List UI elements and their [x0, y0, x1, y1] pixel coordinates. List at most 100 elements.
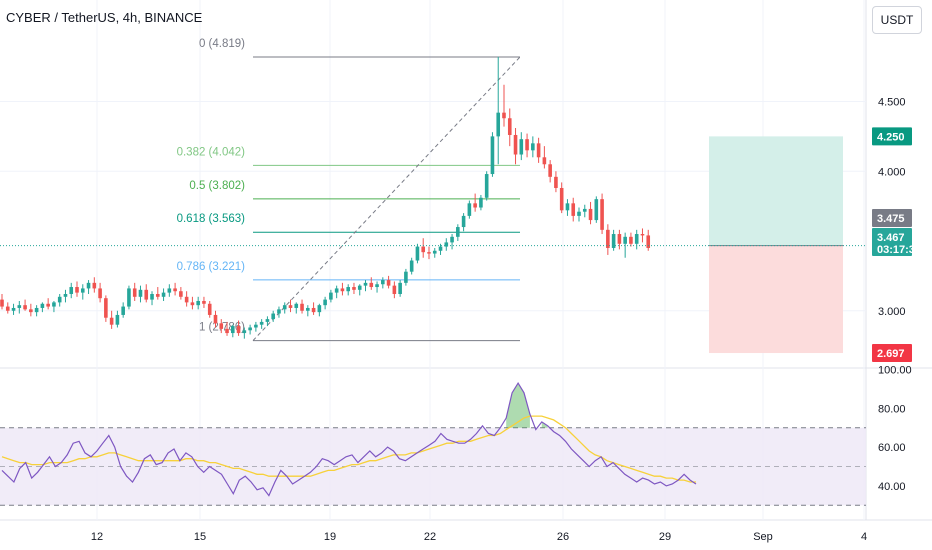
- price-badge: [872, 344, 912, 363]
- candle: [617, 229, 622, 250]
- candle: [531, 136, 535, 158]
- candle: [438, 243, 443, 255]
- fib-trend-line: [252, 56, 521, 341]
- candle: [265, 316, 270, 327]
- candle-body: [519, 139, 524, 155]
- candle-body: [357, 285, 362, 290]
- candle-body: [634, 234, 639, 244]
- candle: [86, 280, 91, 295]
- x-tick-label: 26: [557, 531, 569, 543]
- candle-body: [34, 307, 39, 313]
- candle: [254, 321, 258, 332]
- candle: [236, 320, 241, 336]
- candle: [17, 300, 22, 314]
- candle-body: [536, 143, 541, 158]
- candle: [415, 243, 420, 264]
- candle: [519, 132, 524, 161]
- candle: [150, 291, 154, 306]
- price-badge: [872, 209, 912, 227]
- candle: [92, 277, 97, 293]
- candle-body: [484, 174, 489, 198]
- candle-body: [473, 203, 477, 208]
- candle: [357, 284, 362, 296]
- candle: [554, 171, 558, 193]
- candle: [109, 310, 114, 329]
- candle: [57, 294, 62, 307]
- candle-body: [559, 187, 564, 211]
- candle: [167, 284, 172, 297]
- candle-body: [375, 284, 379, 288]
- candle-body: [496, 112, 501, 137]
- fib-level-label: 0.382 (4.042): [177, 146, 246, 158]
- currency-button[interactable]: USDT: [872, 6, 922, 34]
- candle: [225, 321, 229, 336]
- fib-level-label: 0.618 (3.563): [177, 213, 246, 225]
- price-badge-label: 3.475: [877, 213, 905, 225]
- candle-body: [306, 307, 310, 311]
- candle: [392, 281, 397, 299]
- candle: [444, 238, 449, 251]
- candle: [75, 281, 79, 297]
- candle-body: [594, 199, 599, 221]
- candle: [496, 56, 501, 165]
- candle: [450, 234, 454, 250]
- candle-body: [542, 157, 547, 165]
- fib-level-label: 0.786 (3.221): [177, 261, 246, 273]
- candle-body: [438, 246, 443, 251]
- candle-body: [52, 302, 56, 307]
- symbol-title[interactable]: CYBER / TetherUS, 4h, BINANCE: [6, 10, 203, 25]
- candle-body: [236, 326, 241, 334]
- candle: [582, 204, 587, 218]
- candle: [432, 247, 437, 258]
- candle: [646, 229, 651, 251]
- candle: [80, 284, 85, 300]
- candle: [577, 207, 581, 222]
- candle-body: [242, 330, 247, 334]
- candle: [132, 282, 137, 301]
- candle: [202, 296, 206, 308]
- candle: [513, 128, 518, 165]
- candle: [34, 305, 39, 317]
- candle: [340, 282, 345, 296]
- candle-body: [565, 203, 570, 211]
- candle: [623, 232, 627, 258]
- candle: [46, 298, 50, 310]
- candle: [542, 146, 547, 169]
- candle-body: [577, 211, 581, 216]
- candle-body: [640, 234, 645, 236]
- candle: [311, 302, 316, 315]
- candle: [409, 257, 414, 275]
- candle-body: [265, 319, 270, 322]
- candle-body: [86, 282, 91, 289]
- candle-body: [502, 112, 506, 119]
- candle: [404, 268, 408, 286]
- candle: [69, 282, 74, 299]
- candle-body: [629, 236, 633, 244]
- candle-body: [409, 260, 414, 272]
- candle: [369, 277, 374, 290]
- candle-body: [467, 203, 472, 216]
- candle-body: [75, 287, 79, 293]
- rsi-line: [1, 381, 697, 497]
- candle: [259, 319, 264, 329]
- candle: [173, 282, 177, 296]
- candle: [352, 282, 356, 295]
- candle-body: [646, 235, 651, 248]
- rsi-y-tick-label: 80.00: [878, 403, 906, 415]
- position-tool[interactable]: [709, 136, 843, 354]
- candle-body: [513, 134, 518, 155]
- candle-body: [92, 282, 97, 289]
- candle: [29, 303, 33, 317]
- candle: [115, 310, 120, 328]
- candle: [277, 306, 281, 318]
- candle: [5, 302, 10, 314]
- candle-body: [46, 303, 50, 307]
- candle: [381, 277, 385, 289]
- fib-retracement[interactable]: 0 (4.819) 0.382 (4.042) 0.5 (3.802) 0.618 (…: [177, 38, 521, 342]
- candle: [207, 300, 212, 318]
- candle-body: [381, 280, 385, 285]
- candle-body: [479, 197, 483, 208]
- candle-body: [225, 328, 229, 334]
- candle-body: [17, 305, 22, 308]
